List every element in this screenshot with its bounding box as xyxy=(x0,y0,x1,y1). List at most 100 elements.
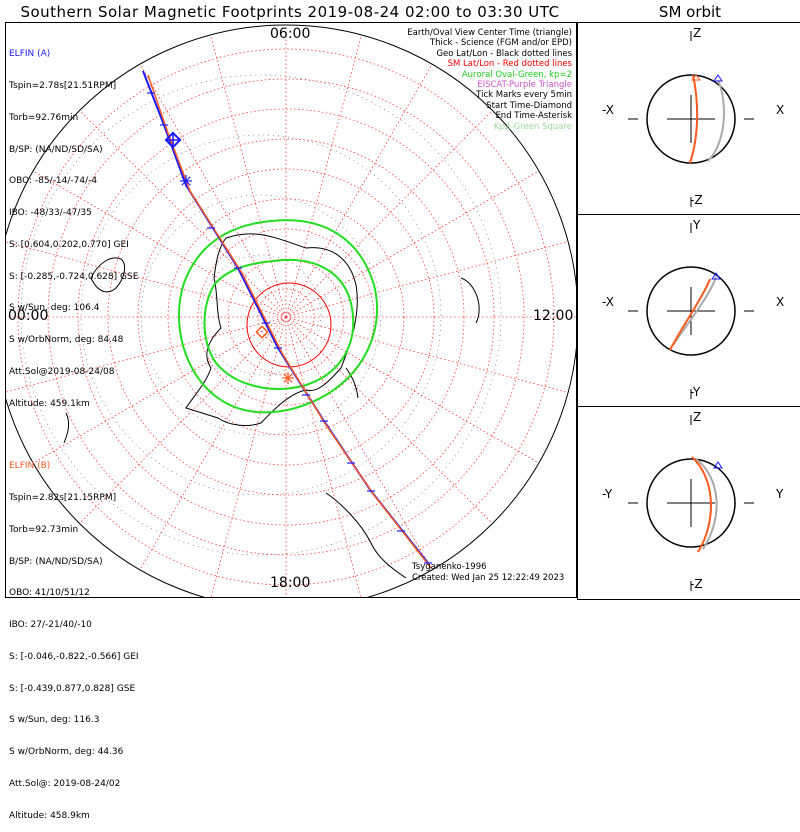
orbit-panel-xz: Z -Z -X X xyxy=(577,22,800,216)
sm-longitude-line xyxy=(285,316,362,597)
axis-label-bottom: -Z xyxy=(690,193,703,207)
orbit-triangle xyxy=(713,74,723,82)
sm-longitude-line xyxy=(6,316,287,393)
legend-item: Earth/Oval View Center Time (triangle) xyxy=(407,28,572,38)
elfin-b-line: Tspin=2.82s[21.15RPM] xyxy=(9,492,117,503)
geo-latitude-circle xyxy=(20,74,502,556)
coast-fragment xyxy=(345,367,359,399)
orbit-gray xyxy=(672,276,717,346)
sm-longitude-line xyxy=(285,316,433,571)
elfin-b-line: S: [-0.439,0.877,0.828] GSE xyxy=(9,683,136,694)
australia-coastline xyxy=(325,492,407,579)
page-title: Southern Solar Magnetic Footprints 2019-… xyxy=(20,3,560,21)
map-svg xyxy=(6,24,576,597)
time-label-top: 06:00 xyxy=(270,26,311,42)
end-asterisk xyxy=(283,373,293,383)
elfin-a-line: S: [0.604,0.202,0.770] GEI xyxy=(9,239,129,250)
sm-longitude-line xyxy=(285,34,362,318)
legend-item: End Time-Asterisk xyxy=(495,111,572,122)
legend-item: Thick - Science (FGM and/or EPD) xyxy=(429,38,572,49)
earth-limb xyxy=(6,24,576,597)
sm-longitude-line xyxy=(285,110,493,318)
elfin-a-line: S w/Sun, deg: 106.4 xyxy=(9,303,100,314)
orbit-svg xyxy=(628,415,754,591)
orbit-gray xyxy=(695,458,718,550)
elfin-a-line: IBO: -48/33/-47/35 xyxy=(9,208,92,219)
elfin-b-line: Torb=92.73min xyxy=(9,524,79,535)
pole-diamond xyxy=(255,325,269,339)
legend-item: SM Lat/Lon - Red dotted lines xyxy=(447,59,572,70)
elfin-b-line: IBO: 27/-21/40/-10 xyxy=(9,620,92,631)
time-label-left: 00:00 xyxy=(8,308,49,324)
orbit-gray xyxy=(707,79,725,162)
earth-circle xyxy=(646,266,736,356)
orbit-triangle xyxy=(713,461,723,469)
elfin-a-line: OBO: -85/-14/-74/-4 xyxy=(9,176,98,187)
legend: Earth/Oval View Center Time (triangle) T… xyxy=(407,28,572,132)
orbit-elfin-b xyxy=(669,278,711,351)
start-diamond xyxy=(164,131,182,149)
auroral-oval-outer xyxy=(177,219,378,414)
elfin-a-name: ELFIN (A) xyxy=(9,49,51,60)
axis-label-right: X xyxy=(776,295,785,309)
time-label-bottom: 18:00 xyxy=(270,575,311,591)
south-america-coastline xyxy=(90,257,126,293)
sm-longitude-line xyxy=(285,316,569,393)
end-asterisk xyxy=(181,176,191,186)
sm-longitude-line xyxy=(6,241,287,318)
elfin-a-line: Tspin=2.78s[21.51RPM] xyxy=(9,80,117,91)
sm-latitude-circle xyxy=(47,78,525,556)
elfin-b-line: B/SP: (NA/ND/SD/SA) xyxy=(9,556,103,567)
orbit-svg xyxy=(628,223,754,399)
axis-label-right: X xyxy=(776,103,785,117)
elfin-a-line: Altitude: 459.1km xyxy=(9,398,90,409)
sm-longitude-line xyxy=(139,63,287,318)
legend-item: Tick Marks every 5min xyxy=(476,90,572,101)
created-date: Created: Wed Jan 25 12:22:49 2023 xyxy=(412,572,565,583)
orbit-panel-xy: Y -Y -X X xyxy=(577,214,800,408)
footprint-map xyxy=(5,22,577,598)
axis-label-left: -X xyxy=(602,295,614,309)
sm-latitude-circle xyxy=(107,138,465,496)
credits: Tsyganenko-1996 Created: Wed Jan 25 12:2… xyxy=(412,562,564,583)
legend-item: Geo Lat/Lon - Black dotted lines xyxy=(436,48,572,59)
elfin-b-info: ELFIN (B) Tspin=2.82s[21.15RPM] Torb=92.… xyxy=(9,440,139,832)
legend-item: Start Time-Diamond xyxy=(486,100,572,111)
orbit-triangle xyxy=(690,74,702,81)
axis-label-right: Y xyxy=(776,487,784,501)
elfin-a-line: Torb=92.76min xyxy=(9,112,79,123)
sm-longitude-line xyxy=(32,316,287,464)
orbit-panel-yz: Z -Z -Y Y xyxy=(577,406,800,600)
orbit-svg xyxy=(628,31,754,207)
antarctica-coastline xyxy=(185,233,358,426)
legend-item: EISCAT-Purple Triangle xyxy=(477,80,572,91)
axis-label-top: Z xyxy=(693,410,702,424)
sm-longitude-line xyxy=(79,316,287,524)
axis-label-bottom: -Z xyxy=(690,577,703,591)
geo-latitude-circle xyxy=(80,134,442,496)
sm-longitude-line xyxy=(139,316,287,571)
earth-circle xyxy=(646,458,736,548)
orbit-title: SM orbit xyxy=(658,3,722,21)
auroral-oval-inner xyxy=(203,258,355,390)
elfin-a-info: ELFIN (A) Tspin=2.78s[21.51RPM] Torb=92.… xyxy=(9,28,138,420)
legend-item: Kp2-Green Square xyxy=(493,121,572,132)
africa-coastline xyxy=(460,277,480,324)
elfin-b-line: S w/OrbNorm, deg: 44.36 xyxy=(9,747,124,758)
island-coastline xyxy=(63,412,70,444)
orbit-elfin-b xyxy=(691,456,712,553)
elfin-b-track xyxy=(147,74,432,569)
time-label-right: 12:00 xyxy=(533,308,574,324)
sm-latitude-circle xyxy=(167,198,405,436)
elfin-a-line: Att.Sol@2019-08-24/08 xyxy=(9,367,115,377)
legend-item: Auroral Oval-Green, kp=2 xyxy=(461,69,572,80)
axis-label-top: Z xyxy=(693,26,702,40)
sm-longitude-line xyxy=(210,34,287,318)
sm-longitude-line xyxy=(79,110,287,318)
orbit-elfin-b xyxy=(689,74,699,164)
axis-label-top: Y xyxy=(693,218,701,232)
sm-longitude-line xyxy=(285,316,540,464)
elfin-b-name: ELFIN (B) xyxy=(9,461,51,472)
sm-longitude-line xyxy=(285,241,569,318)
sm-longitude-line xyxy=(285,316,493,524)
